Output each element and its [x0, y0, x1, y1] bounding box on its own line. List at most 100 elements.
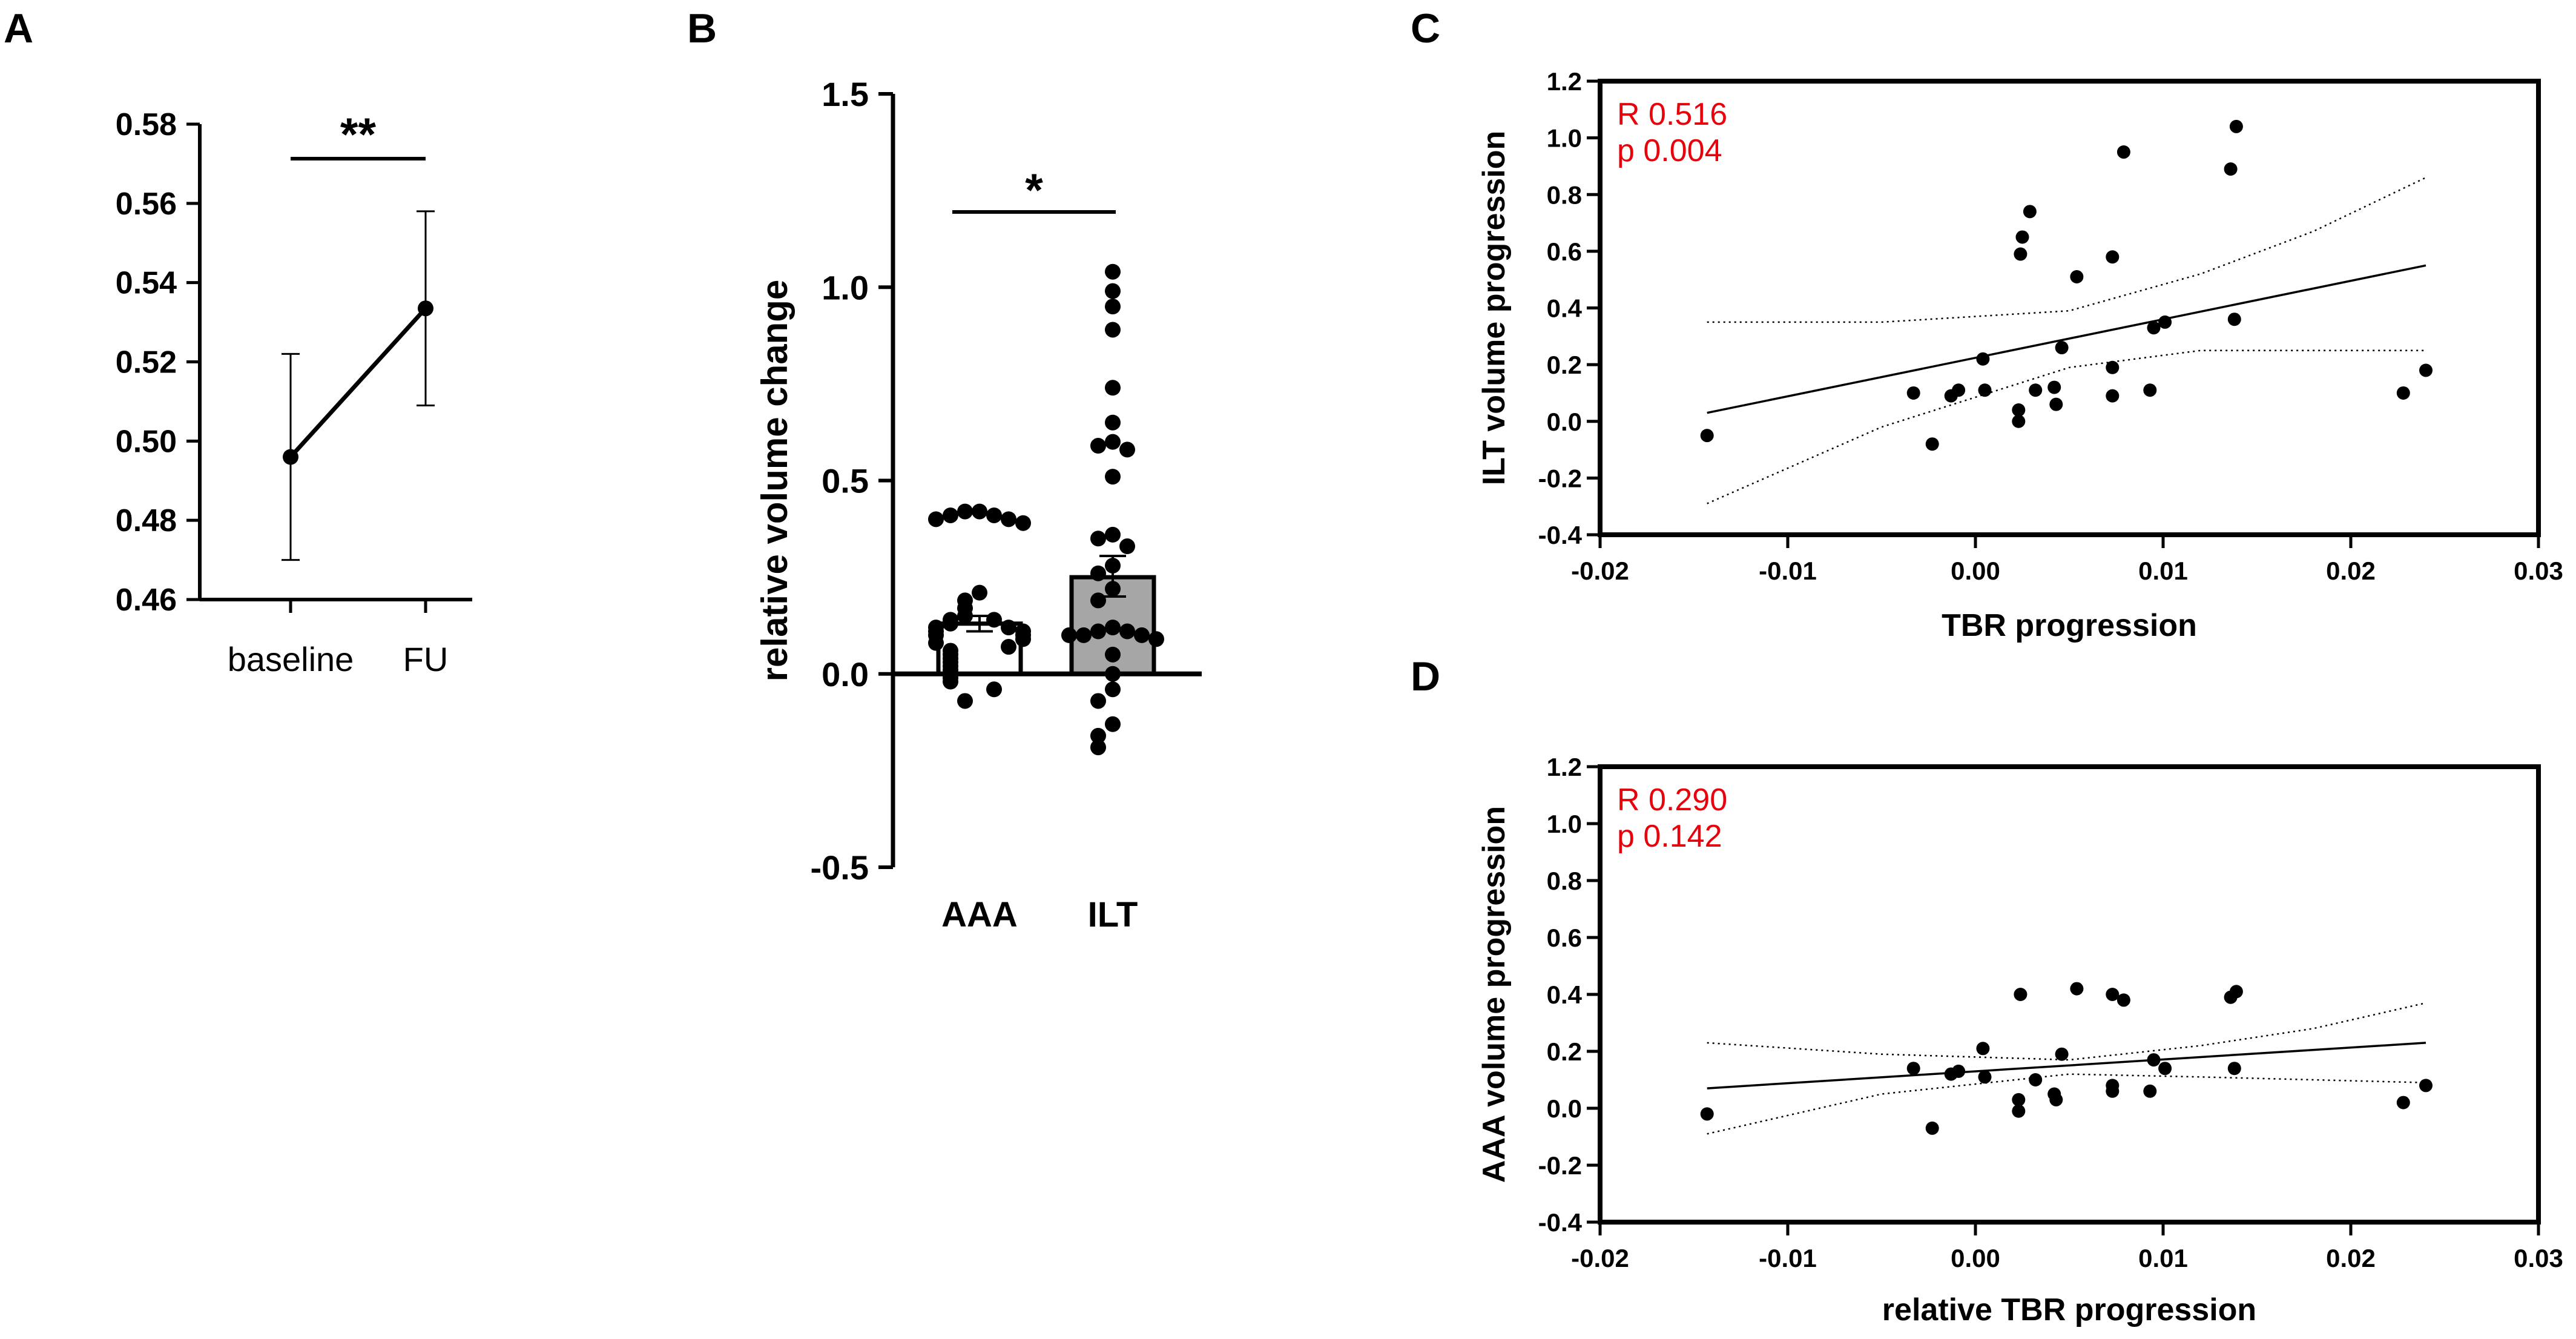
- data-point: [2055, 341, 2069, 355]
- data-point: [1952, 383, 1966, 397]
- data-point-ilt: [1090, 592, 1106, 609]
- data-point: [1906, 1062, 1920, 1076]
- data-point: [2070, 270, 2084, 284]
- data-point: [2012, 1104, 2026, 1118]
- significance-marker: **: [340, 109, 377, 160]
- data-point: [2012, 1093, 2026, 1106]
- data-point-ilt: [1090, 531, 1106, 547]
- data-point: [2147, 1053, 2161, 1067]
- panel-letter-b: B: [687, 5, 717, 51]
- data-point: [2227, 312, 2241, 326]
- x-tick-label-baseline: baseline: [228, 640, 354, 678]
- correlation-coefficient: R 0.290: [1617, 782, 1727, 818]
- data-point-aaa: [986, 612, 1002, 628]
- data-point: [2396, 386, 2410, 400]
- data-point: [2049, 1093, 2063, 1106]
- data-point-ilt: [1105, 469, 1121, 485]
- x-tick-label: -0.02: [1571, 557, 1629, 585]
- data-point: [2116, 145, 2130, 159]
- data-point: [2229, 119, 2243, 133]
- data-point-ilt: [1105, 681, 1121, 698]
- data-point: [2106, 250, 2120, 264]
- x-tick-label: 0.00: [1951, 1244, 2000, 1272]
- plot-frame: [1598, 764, 2541, 1225]
- data-point: [1978, 1070, 1992, 1084]
- x-tick-label: 0.01: [2138, 557, 2188, 585]
- data-point-aaa: [1001, 639, 1016, 655]
- data-point: [1952, 1064, 1966, 1078]
- data-point: [2419, 1079, 2433, 1093]
- x-tick-label: 0.00: [1951, 557, 2000, 585]
- correlation-coefficient: R 0.516: [1617, 97, 1727, 132]
- data-point: [2012, 403, 2026, 417]
- data-point-ilt: [1105, 666, 1121, 682]
- data-point: [1925, 437, 1939, 451]
- y-tick-label: 0.58: [116, 107, 177, 142]
- data-point-aaa: [943, 615, 958, 632]
- data-point: [2419, 363, 2433, 377]
- data-point: [1978, 383, 1992, 397]
- y-tick-label: 0.52: [116, 345, 177, 380]
- data-point-aaa: [986, 681, 1002, 698]
- y-axis-title: ILT volume progression: [1477, 131, 1512, 486]
- data-point: [2029, 383, 2043, 397]
- data-point: [2049, 397, 2063, 411]
- data-point-ilt: [1105, 716, 1121, 732]
- regression-line: [1707, 264, 2426, 414]
- y-tick-label: 0.4: [1547, 980, 1583, 1009]
- data-point-ilt: [1090, 623, 1106, 640]
- data-point-ilt: [1105, 526, 1121, 543]
- data-point: [2227, 1062, 2241, 1076]
- data-point-ilt: [1061, 627, 1077, 643]
- y-axis-title: AAA volume progression: [1477, 806, 1512, 1183]
- y-tick-label: -0.4: [1538, 521, 1583, 549]
- significance-marker: *: [1025, 165, 1043, 216]
- data-point: [1700, 429, 1714, 443]
- data-point: [2143, 1084, 2157, 1098]
- data-point: [1925, 1121, 1939, 1135]
- data-point: [2015, 230, 2029, 244]
- y-axis-title: relative volume change: [754, 280, 795, 682]
- data-point-ilt: [1105, 263, 1121, 280]
- data-point-aaa: [957, 693, 973, 709]
- data-point: [2106, 988, 2120, 1001]
- data-point-aaa: [972, 584, 987, 601]
- y-tick-label: 0.54: [116, 266, 177, 301]
- y-tick-label: 0.0: [1547, 408, 1582, 436]
- data-point-aaa: [957, 503, 973, 520]
- data-point-ilt: [1105, 434, 1121, 450]
- data-point: [2023, 205, 2037, 219]
- data-point-aaa: [986, 507, 1002, 523]
- data-point: [2047, 380, 2061, 394]
- data-point-aaa: [972, 503, 987, 520]
- data-point-ilt: [1134, 627, 1150, 643]
- data-point: [2158, 1062, 2172, 1076]
- data-point-aaa: [1001, 620, 1016, 636]
- y-tick-label: 0.48: [116, 503, 177, 538]
- data-point: [1700, 1107, 1714, 1121]
- x-tick-label: -0.02: [1571, 1244, 1629, 1272]
- data-point-ilt: [1090, 739, 1106, 756]
- y-tick-label: 0.2: [1547, 1037, 1582, 1066]
- panel-c-scatter-plot: -0.4 -0.2 0.0 0.2 0.4 0.6 0.8 1.0 1.2 -0.02 -0.01 0…: [1477, 67, 2563, 643]
- data-point-ilt: [1105, 646, 1121, 663]
- y-tick-label: 1.2: [1547, 753, 1582, 781]
- regression-line: [1707, 1042, 2426, 1089]
- data-point: [2396, 1096, 2410, 1109]
- data-point-ilt: [1105, 380, 1121, 396]
- y-tick-label: -0.2: [1538, 1151, 1582, 1180]
- data-point: [1906, 386, 1920, 400]
- data-point-aaa: [928, 511, 944, 527]
- y-tick-label: 0.2: [1547, 351, 1582, 379]
- data-point: [2029, 1073, 2043, 1086]
- data-point: [2106, 1084, 2120, 1098]
- y-tick-label: 0.8: [1547, 867, 1582, 895]
- confidence-band-lower: [1707, 349, 2426, 504]
- panel-letter-c: C: [1411, 5, 1440, 51]
- data-point-ilt: [1105, 620, 1121, 636]
- y-tick-label: 0.6: [1547, 237, 1582, 266]
- data-point-baseline: [283, 449, 298, 465]
- y-tick-label: -0.5: [811, 848, 869, 887]
- series-line: [289, 306, 427, 458]
